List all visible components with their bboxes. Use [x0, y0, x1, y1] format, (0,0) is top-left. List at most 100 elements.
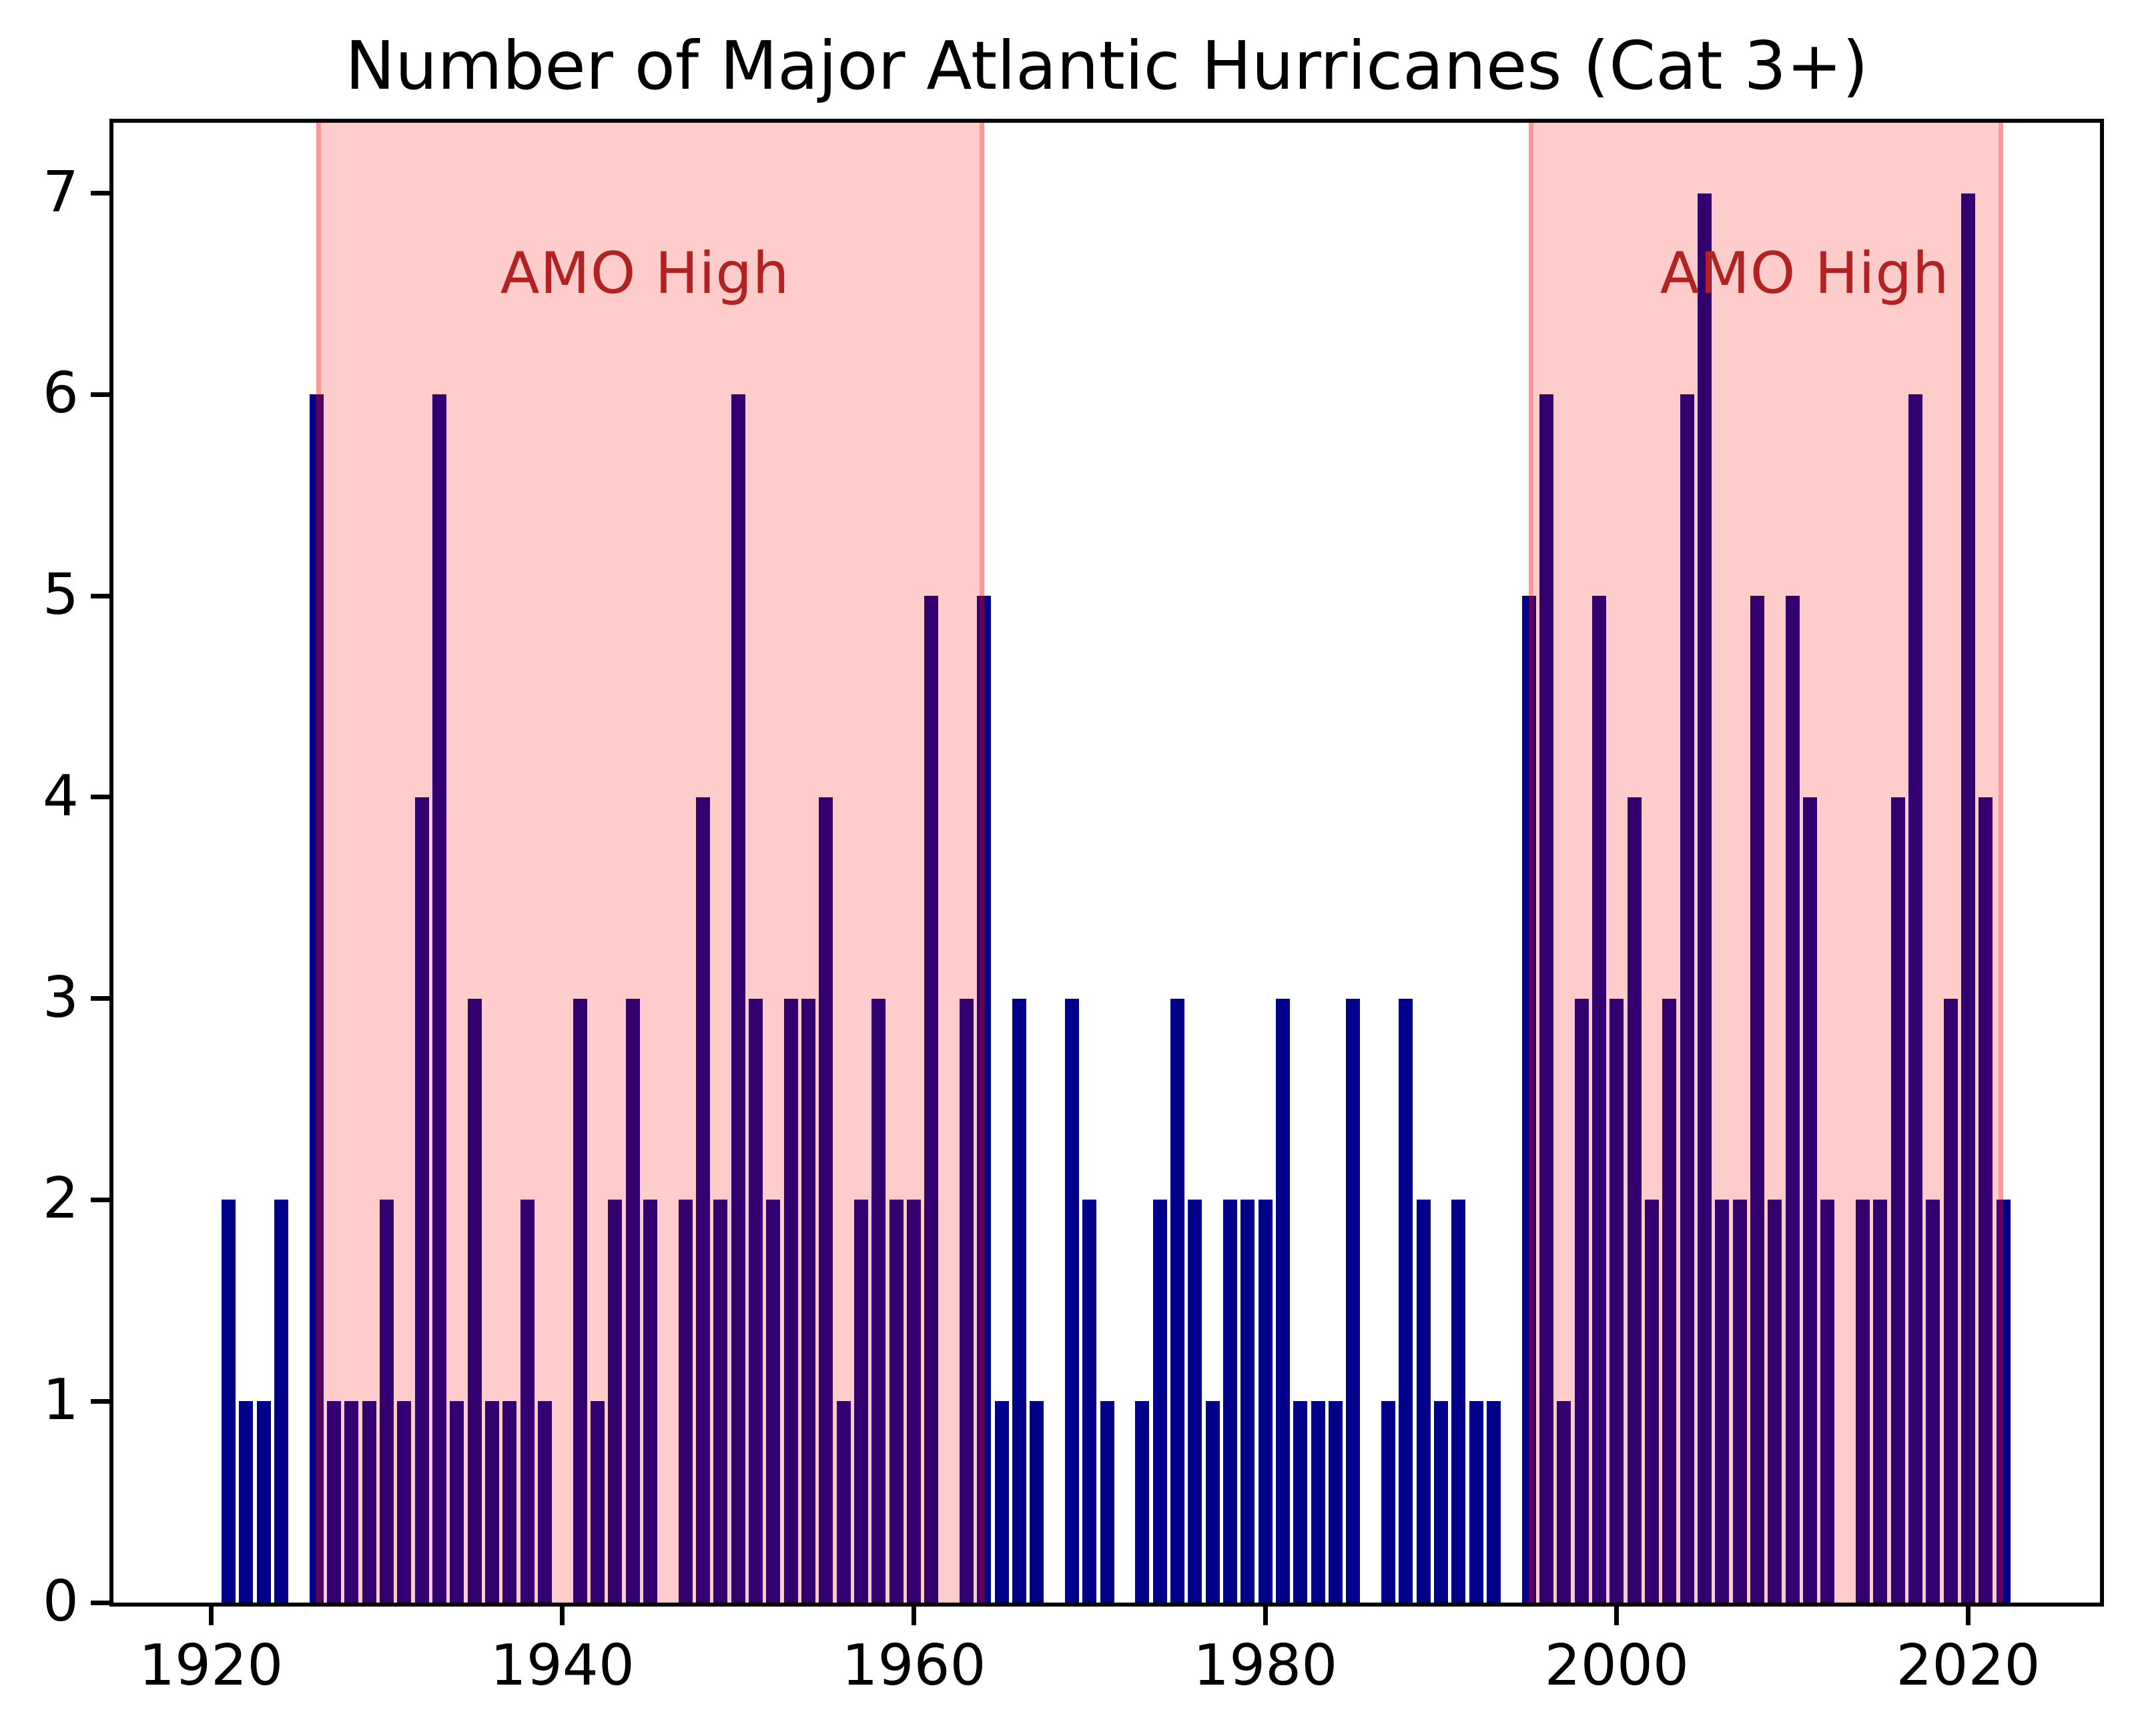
- y-axis-tick: [91, 191, 109, 196]
- bar: [1873, 1200, 1888, 1603]
- y-axis-tick: [91, 1197, 109, 1202]
- x-tick-label: 1940: [490, 1633, 635, 1699]
- bar: [379, 1200, 394, 1603]
- bar: [1960, 193, 1976, 1603]
- spine-right: [2100, 119, 2104, 1607]
- bar: [1258, 1200, 1273, 1603]
- plot-area: AMO High AMO High 1920 1940 1960 1980 2000 2020…: [43, 119, 2104, 1697]
- bar: [1908, 394, 1923, 1603]
- bar: [801, 998, 816, 1603]
- bar: [432, 394, 446, 1603]
- bar: [625, 998, 640, 1603]
- bar: [309, 394, 324, 1603]
- bar: [1890, 797, 1905, 1603]
- bar: [1539, 394, 1554, 1603]
- bar: [1275, 998, 1291, 1603]
- bar: [1152, 1200, 1167, 1603]
- bar: [362, 1401, 376, 1603]
- y-axis-tick: [91, 996, 109, 1001]
- spine-top: [109, 119, 2104, 123]
- bar: [1943, 998, 1958, 1603]
- bar: [836, 1401, 851, 1603]
- bar: [1170, 998, 1185, 1603]
- spine-left: [109, 119, 113, 1607]
- x-axis-tick: [560, 1607, 565, 1625]
- amo-high-label: AMO High: [1660, 240, 1950, 308]
- y-tick-label: 2: [42, 1166, 79, 1232]
- x-tick-label: 1960: [841, 1633, 986, 1699]
- y-axis-tick: [91, 392, 109, 397]
- bar: [1627, 797, 1642, 1603]
- x-tick-label: 1920: [138, 1633, 284, 1699]
- bar: [1012, 998, 1027, 1603]
- bar: [977, 596, 992, 1603]
- y-axis-tick: [91, 795, 109, 800]
- amo-high-label: AMO High: [500, 240, 790, 308]
- bar: [1521, 596, 1536, 1603]
- x-axis-tick: [1263, 1607, 1268, 1625]
- bar: [871, 998, 886, 1603]
- bar: [1222, 1200, 1238, 1603]
- bar: [221, 1200, 236, 1603]
- bar: [608, 1200, 623, 1603]
- x-axis-tick: [1965, 1607, 1971, 1625]
- bar: [1469, 1401, 1483, 1603]
- x-tick-label: 2000: [1544, 1633, 1689, 1699]
- bar: [502, 1401, 517, 1603]
- x-axis-tick: [1614, 1607, 1620, 1625]
- y-tick-label: 0: [42, 1568, 79, 1635]
- bar: [239, 1401, 254, 1603]
- bar: [713, 1200, 728, 1603]
- y-axis-tick: [91, 1600, 109, 1605]
- x-axis-tick: [911, 1607, 916, 1625]
- x-tick-label: 2020: [1896, 1633, 2041, 1699]
- bar: [1855, 1200, 1870, 1603]
- bar: [1328, 1401, 1343, 1603]
- bar: [1557, 1401, 1571, 1603]
- bar: [1135, 1401, 1150, 1603]
- bar: [1644, 1200, 1660, 1603]
- bar: [1100, 1401, 1114, 1603]
- bar: [1996, 1200, 2011, 1603]
- bar: [1399, 998, 1413, 1603]
- bar: [1030, 1401, 1044, 1603]
- bar: [1926, 1200, 1940, 1603]
- bar: [906, 1200, 922, 1603]
- bar: [1240, 1200, 1255, 1603]
- y-tick-label: 7: [42, 159, 79, 226]
- bar: [1082, 1200, 1097, 1603]
- bar: [994, 1401, 1009, 1603]
- bar: [414, 797, 429, 1603]
- bar: [1346, 998, 1361, 1603]
- bar: [274, 1200, 288, 1603]
- bar: [1486, 1401, 1501, 1603]
- y-tick-label: 4: [42, 763, 79, 829]
- bar: [467, 998, 482, 1603]
- bar: [520, 1200, 534, 1603]
- bar: [678, 1200, 693, 1603]
- bar: [1381, 1401, 1396, 1603]
- bar: [1064, 998, 1080, 1603]
- bar: [1416, 1200, 1431, 1603]
- bar: [889, 1200, 904, 1603]
- y-axis-tick: [91, 1398, 109, 1404]
- x-axis-tick: [208, 1607, 214, 1625]
- bar: [748, 998, 763, 1603]
- bar: [1680, 394, 1694, 1603]
- bar: [450, 1401, 464, 1603]
- chart-title: Number of Major Atlantic Hurricanes (Cat…: [345, 27, 1868, 105]
- bar: [1768, 1200, 1782, 1603]
- bar: [783, 998, 798, 1603]
- bar: [1820, 1200, 1835, 1603]
- bar: [1662, 998, 1677, 1603]
- bar: [695, 797, 711, 1603]
- y-tick-label: 1: [42, 1367, 79, 1434]
- bar: [326, 1401, 341, 1603]
- bar: [484, 1401, 500, 1603]
- bar: [959, 998, 974, 1603]
- bar: [1311, 1401, 1325, 1603]
- bar: [924, 596, 939, 1603]
- bar: [537, 1401, 553, 1603]
- bar: [573, 998, 587, 1603]
- bar: [397, 1401, 412, 1603]
